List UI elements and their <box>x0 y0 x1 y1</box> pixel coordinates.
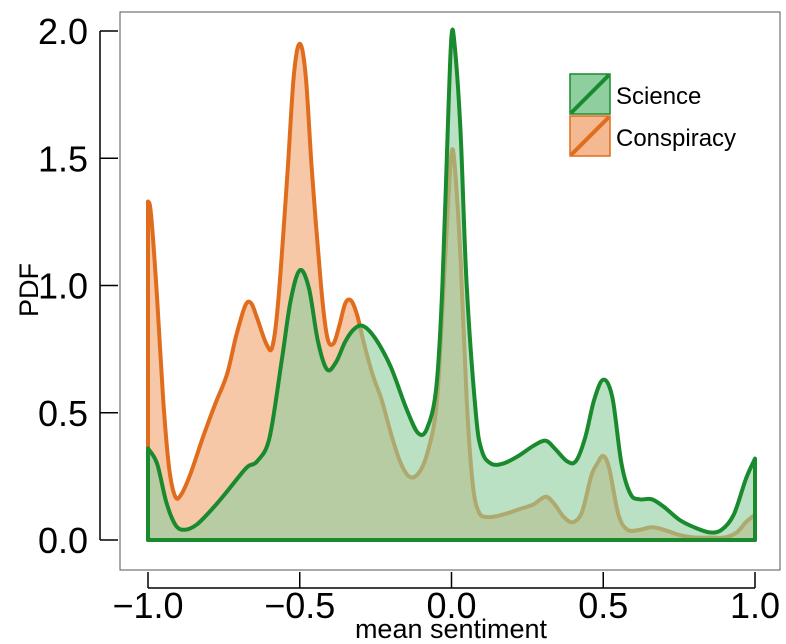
x-tick-label: 1.0 <box>730 585 780 626</box>
science-area <box>148 29 755 540</box>
y-axis-label: PDF <box>14 263 44 317</box>
y-tick-label: 1.0 <box>38 266 88 307</box>
y-tick-label: 0.5 <box>38 393 88 434</box>
legend-label-conspiracy: Conspiracy <box>616 125 736 152</box>
series-layer <box>146 27 757 542</box>
legend-label-science: Science <box>616 83 701 110</box>
x-tick-label: −1.0 <box>112 585 183 626</box>
y-tick-label: 1.5 <box>38 138 88 179</box>
legend: Science Conspiracy <box>569 73 736 157</box>
plot-frame <box>119 11 781 571</box>
x-tick-label: −0.5 <box>264 585 335 626</box>
legend-line-science <box>569 73 611 115</box>
x-tick-label: 0.5 <box>578 585 628 626</box>
legend-line-conspiracy <box>569 115 611 157</box>
science-line <box>146 27 757 542</box>
x-tick-label: 0.0 <box>426 585 476 626</box>
axes-layer: 0.0 0.5 1.0 1.5 2.0 −1.0 −0.5 0.0 0.5 1.0 <box>38 11 780 626</box>
x-axis-label: mean sentiment <box>355 614 548 644</box>
y-tick-label: 2.0 <box>38 11 88 52</box>
y-tick-label: 0.0 <box>38 520 88 561</box>
